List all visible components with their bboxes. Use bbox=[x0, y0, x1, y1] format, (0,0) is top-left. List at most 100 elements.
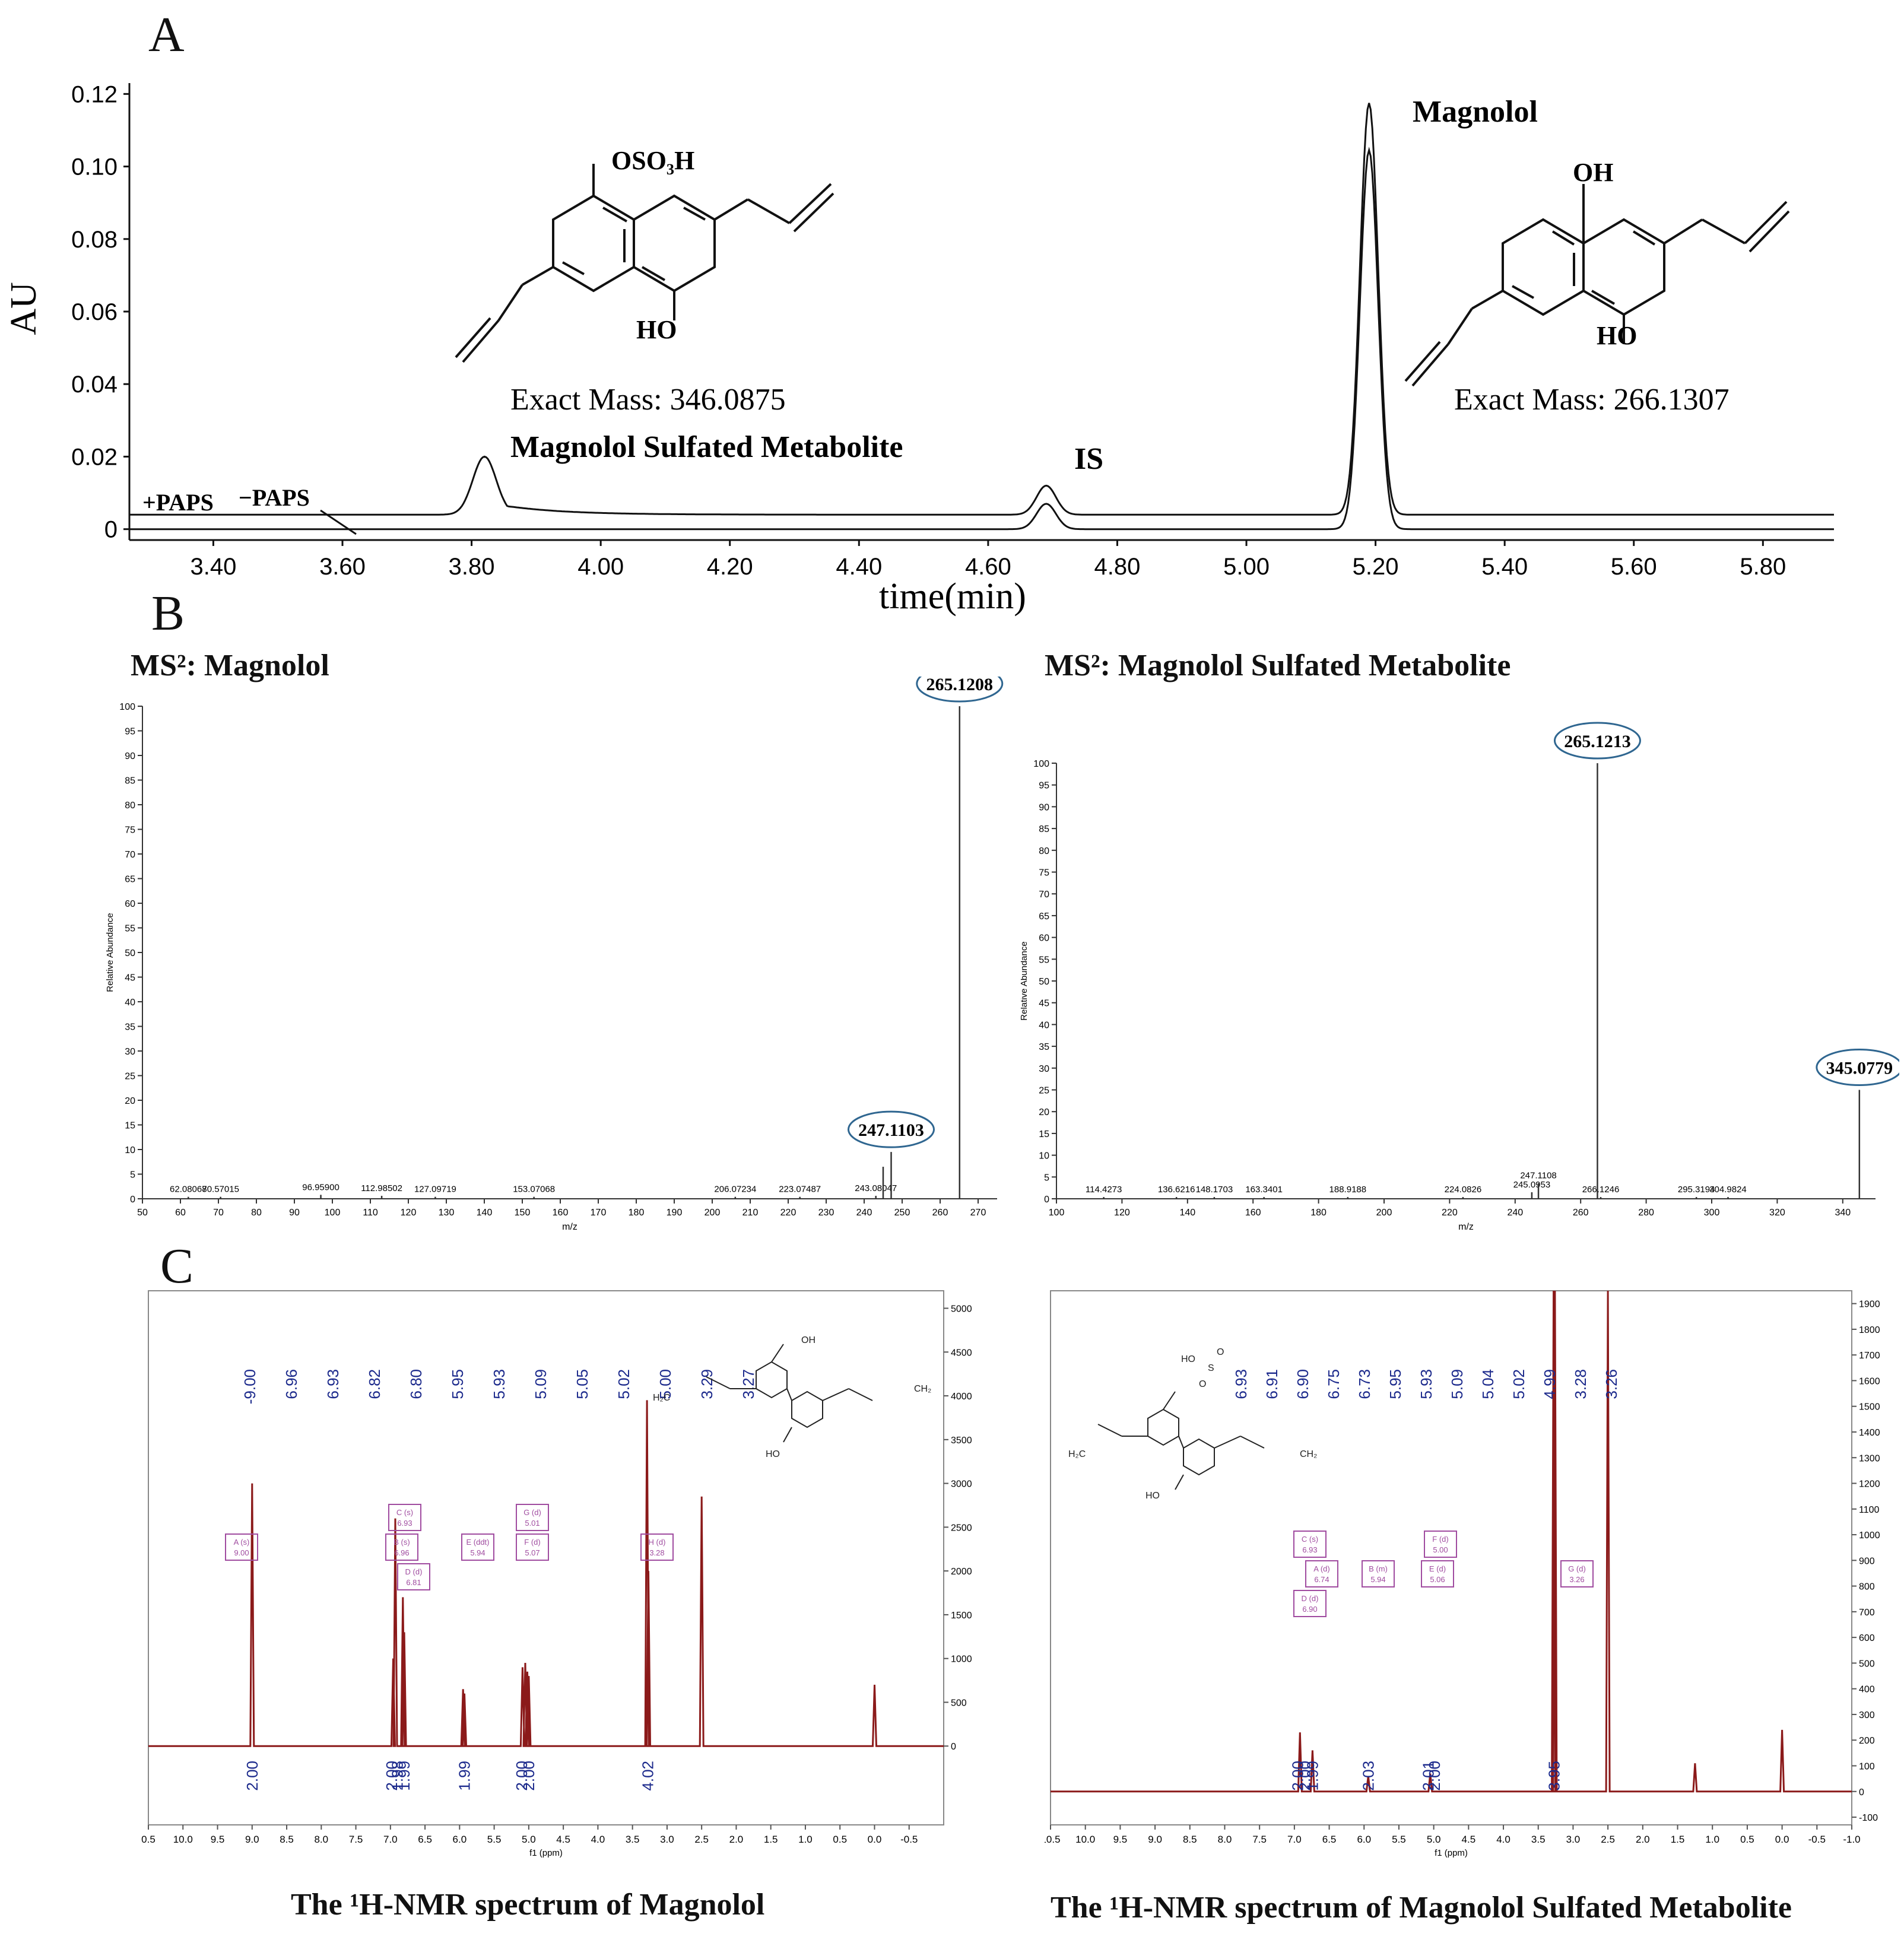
chromatogram-x-tick-label: 5.80 bbox=[1740, 554, 1786, 580]
magnolol-peak-label: Magnolol bbox=[1413, 95, 1538, 129]
ms-y-tick-label: 35 bbox=[125, 1023, 135, 1033]
ms2-metabolite-title: MS²: Magnolol Sulfated Metabolite bbox=[1045, 649, 1511, 682]
nmr-multiplet-shift: 3.28 bbox=[649, 1548, 664, 1557]
nmr-integral-label: 2.00 bbox=[513, 1761, 531, 1791]
nmr-y-tick-label: 1200 bbox=[1859, 1479, 1880, 1490]
nmr-x-tick-label: 7.0 bbox=[383, 1834, 398, 1845]
nmr-multiplet-name: B (m) bbox=[1369, 1564, 1388, 1573]
ms-x-tick-label: 270 bbox=[970, 1208, 986, 1218]
nmr-x-tick-label: 4.5 bbox=[556, 1834, 570, 1845]
nmr-y-tick-label: 5000 bbox=[951, 1304, 972, 1314]
nmr-y-tick-label: 1700 bbox=[1859, 1351, 1880, 1361]
ms-x-tick-label: 120 bbox=[1114, 1208, 1130, 1218]
nmr-multiplet-box bbox=[225, 1533, 258, 1561]
nmr-shift-label: 6.80 bbox=[407, 1369, 425, 1399]
ms-y-tick-label: 85 bbox=[125, 776, 135, 786]
nmr-structure-ring bbox=[1183, 1438, 1215, 1476]
nmr-integral-label: 2.00 bbox=[520, 1761, 538, 1791]
nmr-multiplet-name: H (d) bbox=[649, 1538, 666, 1547]
nmr-structure-bond bbox=[822, 1388, 849, 1401]
ms-y-tick-label: 70 bbox=[1039, 890, 1049, 900]
nmr-y-tick-label: 1000 bbox=[951, 1655, 972, 1665]
nmr-structure-atom-label: CH₂ bbox=[1300, 1449, 1317, 1459]
nmr-structure-bond bbox=[771, 1344, 784, 1363]
nmr-multiplet-name: E (ddt) bbox=[466, 1538, 489, 1547]
magnolol-structure-diagram bbox=[1404, 184, 1790, 387]
nmr-multiplet-box bbox=[461, 1533, 494, 1561]
ms-highlight-peak-label: 265.1208 bbox=[926, 677, 994, 694]
ms-y-tick-label: 15 bbox=[125, 1121, 135, 1131]
nmr-structure-bond bbox=[706, 1376, 731, 1389]
nmr-structure-atom-label: HO bbox=[766, 1449, 780, 1459]
ms-y-tick-label: 15 bbox=[1039, 1129, 1049, 1139]
panel-letter-a: A bbox=[148, 7, 185, 62]
ms-peak-label: 224.0826 bbox=[1445, 1185, 1482, 1195]
nmr-x-tick-label: 2.5 bbox=[694, 1834, 709, 1845]
chromatogram-x-tick-label: 4.80 bbox=[1094, 554, 1141, 580]
nmr-shift-label: 3.26 bbox=[1602, 1369, 1620, 1399]
nmr-integral-label: 2.00 bbox=[1426, 1761, 1443, 1791]
nmr-x-tick-label: 9.0 bbox=[1148, 1834, 1162, 1845]
nmr-x-tick-label: 4.0 bbox=[591, 1834, 605, 1845]
ms-y-tick-label: 5 bbox=[1044, 1173, 1049, 1183]
nmr-multiplet-shift: 5.94 bbox=[470, 1548, 485, 1557]
nmr-x-tick-label: 6.0 bbox=[1357, 1834, 1371, 1845]
nmr-x-tick-label: 9.5 bbox=[211, 1834, 225, 1845]
ms-x-tick-label: 220 bbox=[1442, 1208, 1458, 1218]
nmr-x-tick-label: 7.5 bbox=[349, 1834, 363, 1845]
nmr-y-tick-label: 500 bbox=[1859, 1659, 1875, 1669]
chromatogram-x-tick-label: 3.60 bbox=[319, 554, 366, 580]
nmr-multiplet-name: A (d) bbox=[1313, 1564, 1329, 1573]
nmr-x-tick-label: 7.0 bbox=[1287, 1834, 1302, 1845]
nmr-structure-diagram bbox=[706, 1344, 873, 1443]
nmr-x-tick-label: 0.5 bbox=[1740, 1834, 1754, 1845]
metabolite-structure-diagram bbox=[455, 164, 834, 363]
ms-x-tick-label: 190 bbox=[667, 1208, 683, 1218]
nmr-x-tick-label: 9.0 bbox=[245, 1834, 259, 1845]
nmr-x-tick-label: 3.5 bbox=[626, 1834, 640, 1845]
nmr-x-tick-label: 8.5 bbox=[1183, 1834, 1197, 1845]
ms-x-tick-label: 170 bbox=[591, 1208, 607, 1218]
nmr-shift-label: 6.93 bbox=[324, 1369, 342, 1399]
ms-y-tick-label: 85 bbox=[1039, 824, 1049, 834]
nmr-x-tick-label: 4.5 bbox=[1462, 1834, 1476, 1845]
nmr-shift-label: 5.00 bbox=[656, 1369, 674, 1399]
ms-highlight-ellipse bbox=[916, 677, 1004, 703]
nmr-shift-label: -9.00 bbox=[241, 1369, 259, 1404]
ms-highlight-peak-label: 265.1213 bbox=[1564, 732, 1631, 751]
chromatogram-x-label: time(min) bbox=[879, 576, 1026, 617]
ms-y-tick-label: 30 bbox=[125, 1047, 135, 1057]
nmr-integral-label: 3.95 bbox=[1546, 1761, 1563, 1791]
nmr-shift-label: 5.02 bbox=[1510, 1369, 1528, 1399]
nmr-x-tick-label: -0.5 bbox=[1808, 1834, 1826, 1845]
ms-y-tick-label: 10 bbox=[125, 1145, 135, 1155]
ms-y-tick-label: 95 bbox=[1039, 781, 1049, 791]
ms-peak-label: 153.07068 bbox=[513, 1185, 555, 1195]
nmr-x-tick-label: 6.5 bbox=[1322, 1834, 1337, 1845]
ms-x-tick-label: 120 bbox=[401, 1208, 417, 1218]
nmr-x-tick-label: 5.5 bbox=[487, 1834, 502, 1845]
nmr-x-tick-label: 9.5 bbox=[1113, 1834, 1128, 1845]
nmr-integral-label: 1.99 bbox=[395, 1761, 413, 1791]
nmr-multiplet-name: F (d) bbox=[1432, 1535, 1448, 1544]
nmr-integral-label: 2.00 bbox=[383, 1761, 401, 1791]
nmr-shift-label: 5.95 bbox=[1386, 1369, 1404, 1399]
nmr-multiplet-shift: 5.06 bbox=[1430, 1575, 1445, 1584]
ms-y-tick-label: 45 bbox=[125, 973, 135, 983]
ms-highlight-ellipse bbox=[848, 1110, 935, 1148]
nmr-frame bbox=[148, 1290, 944, 1825]
chromatogram-x-tick-label: 4.60 bbox=[965, 554, 1011, 580]
nmr-structure-bond bbox=[848, 1388, 873, 1401]
nmr-y-tick-label: 500 bbox=[951, 1698, 967, 1708]
ms2-metabolite-chart: 0 5 10 15 20 25 30 35 40 45 50 55 60 65 70 75 80 85 90 95 10… bbox=[1021, 722, 1899, 1232]
ms-y-tick-label: 90 bbox=[1039, 802, 1049, 812]
nmr-integral-label: 2.00 bbox=[243, 1761, 261, 1791]
nmr-x-tick-label: 0.0 bbox=[868, 1834, 882, 1845]
nmr-structure-ring bbox=[756, 1361, 788, 1399]
ms-y-tick-label: 40 bbox=[1039, 1020, 1049, 1030]
nmr-shift-label: 5.05 bbox=[573, 1369, 591, 1399]
chromatogram-y-label: AU bbox=[4, 282, 44, 335]
nmr-y-tick-label: 4000 bbox=[951, 1392, 972, 1402]
nmr-multiplet-box bbox=[397, 1563, 430, 1590]
ms-x-tick-label: 250 bbox=[894, 1208, 910, 1218]
